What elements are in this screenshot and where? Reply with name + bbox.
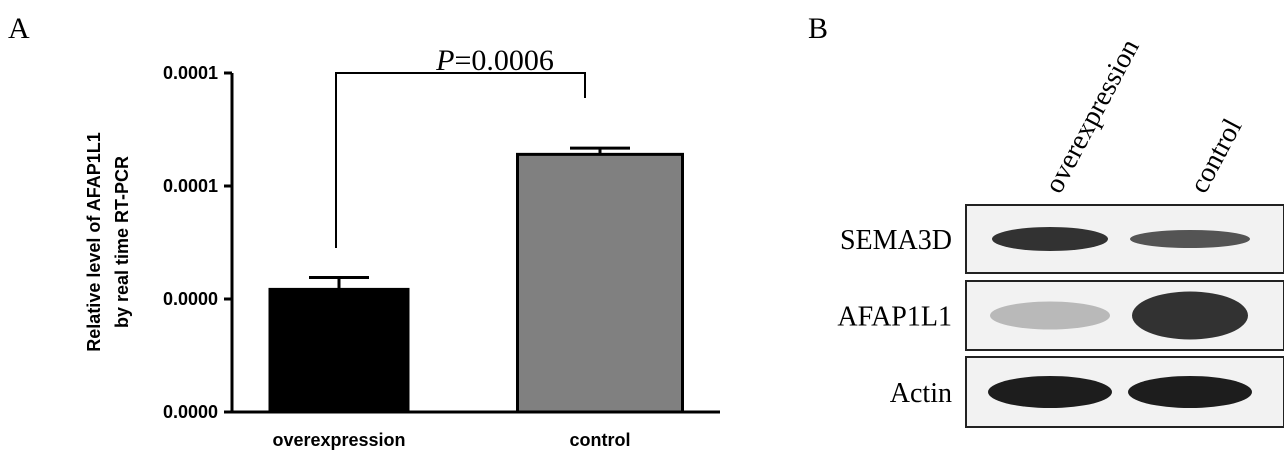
blot-band bbox=[1130, 230, 1250, 248]
chart: A B 0.0000 0.0000 0.0001 0.0001 Relative level… bbox=[0, 0, 1284, 453]
blot-band bbox=[1132, 292, 1248, 340]
blot-band bbox=[1128, 376, 1252, 408]
y-axis-label: by real time RT-PCR bbox=[112, 156, 132, 328]
row-label: Actin bbox=[890, 378, 952, 409]
y-tick-label: 0.0001 bbox=[163, 176, 218, 196]
bar bbox=[270, 289, 408, 412]
lane-label: control bbox=[1184, 114, 1249, 199]
figure: A B 0.0000 0.0000 0.0001 0.0001 Relative level… bbox=[0, 0, 1284, 453]
y-tick-label: 0.0001 bbox=[163, 63, 218, 83]
y-tick-label: 0.0000 bbox=[163, 402, 218, 422]
row-label: AFAP1L1 bbox=[837, 302, 952, 333]
blot-band bbox=[990, 302, 1110, 330]
p-value-annotation: P=0.0006 bbox=[395, 44, 595, 78]
panel-label: A bbox=[8, 12, 30, 45]
panel-label: B bbox=[808, 12, 828, 45]
lane-label: overexpression bbox=[1039, 34, 1146, 198]
blot-band bbox=[988, 376, 1112, 408]
row-label: SEMA3D bbox=[840, 225, 952, 256]
y-axis-label: Relative level of AFAP1L1 bbox=[84, 132, 104, 351]
bar bbox=[518, 154, 683, 412]
y-tick-label: 0.0000 bbox=[163, 289, 218, 309]
x-tick-label: overexpression bbox=[272, 430, 405, 450]
x-tick-label: control bbox=[570, 430, 631, 450]
blot-band bbox=[992, 227, 1108, 251]
